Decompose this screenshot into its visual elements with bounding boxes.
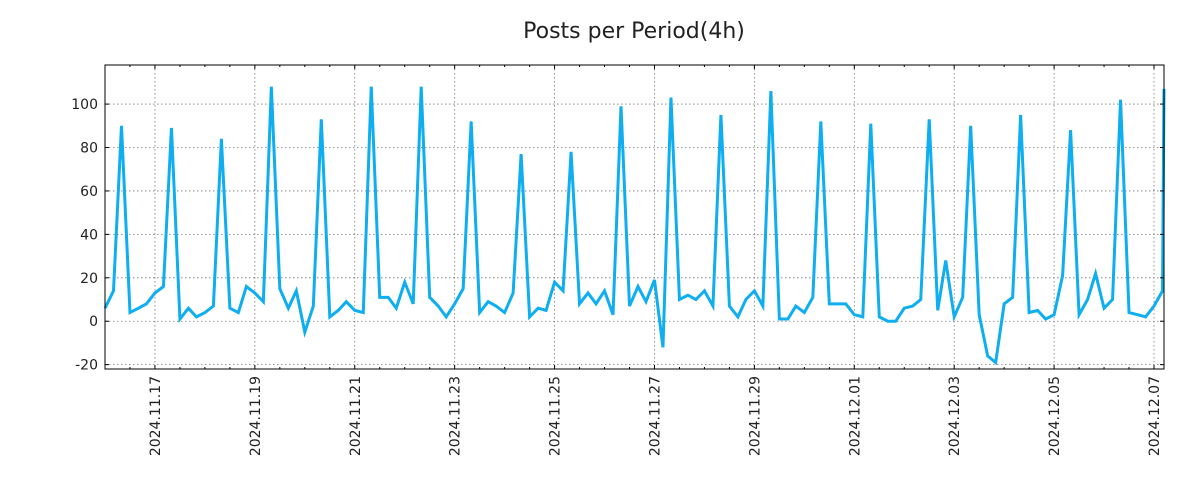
y-tick-label: 100 bbox=[71, 97, 98, 113]
x-tick-label: 2024.11.25 bbox=[548, 376, 564, 456]
x-tick-label: 2024.11.17 bbox=[148, 376, 164, 456]
y-tick-label: -20 bbox=[75, 358, 98, 374]
x-tick-label: 2024.12.05 bbox=[1047, 376, 1063, 456]
series-layer bbox=[103, 86, 1166, 366]
y-tick-label: 60 bbox=[80, 184, 98, 200]
x-tick-label: 2024.11.21 bbox=[348, 376, 364, 456]
y-tick-label: 0 bbox=[89, 314, 98, 330]
axis-layer: -20 0 20 40 60 80 100 2024.11.17 2024.11.19 2024.… bbox=[71, 65, 1164, 456]
grid-layer bbox=[105, 65, 1164, 369]
series-line-posts bbox=[103, 86, 1166, 366]
x-tick-label: 2024.11.19 bbox=[248, 376, 264, 456]
x-tick-label: 2024.11.29 bbox=[747, 376, 763, 456]
y-tick-label: 80 bbox=[80, 141, 98, 157]
chart-title: Posts per Period(4h) bbox=[523, 19, 745, 44]
x-tick-label: 2024.12.01 bbox=[847, 376, 863, 456]
plot-frame bbox=[104, 64, 1165, 370]
y-tick-label: 20 bbox=[80, 271, 98, 287]
y-tick-label: 40 bbox=[80, 227, 98, 243]
x-tick-label: 2024.11.27 bbox=[647, 376, 663, 456]
x-tick-label: 2024.11.23 bbox=[448, 376, 464, 456]
x-tick-label: 2024.12.07 bbox=[1147, 376, 1163, 456]
x-tick-label: 2024.12.03 bbox=[947, 376, 963, 456]
